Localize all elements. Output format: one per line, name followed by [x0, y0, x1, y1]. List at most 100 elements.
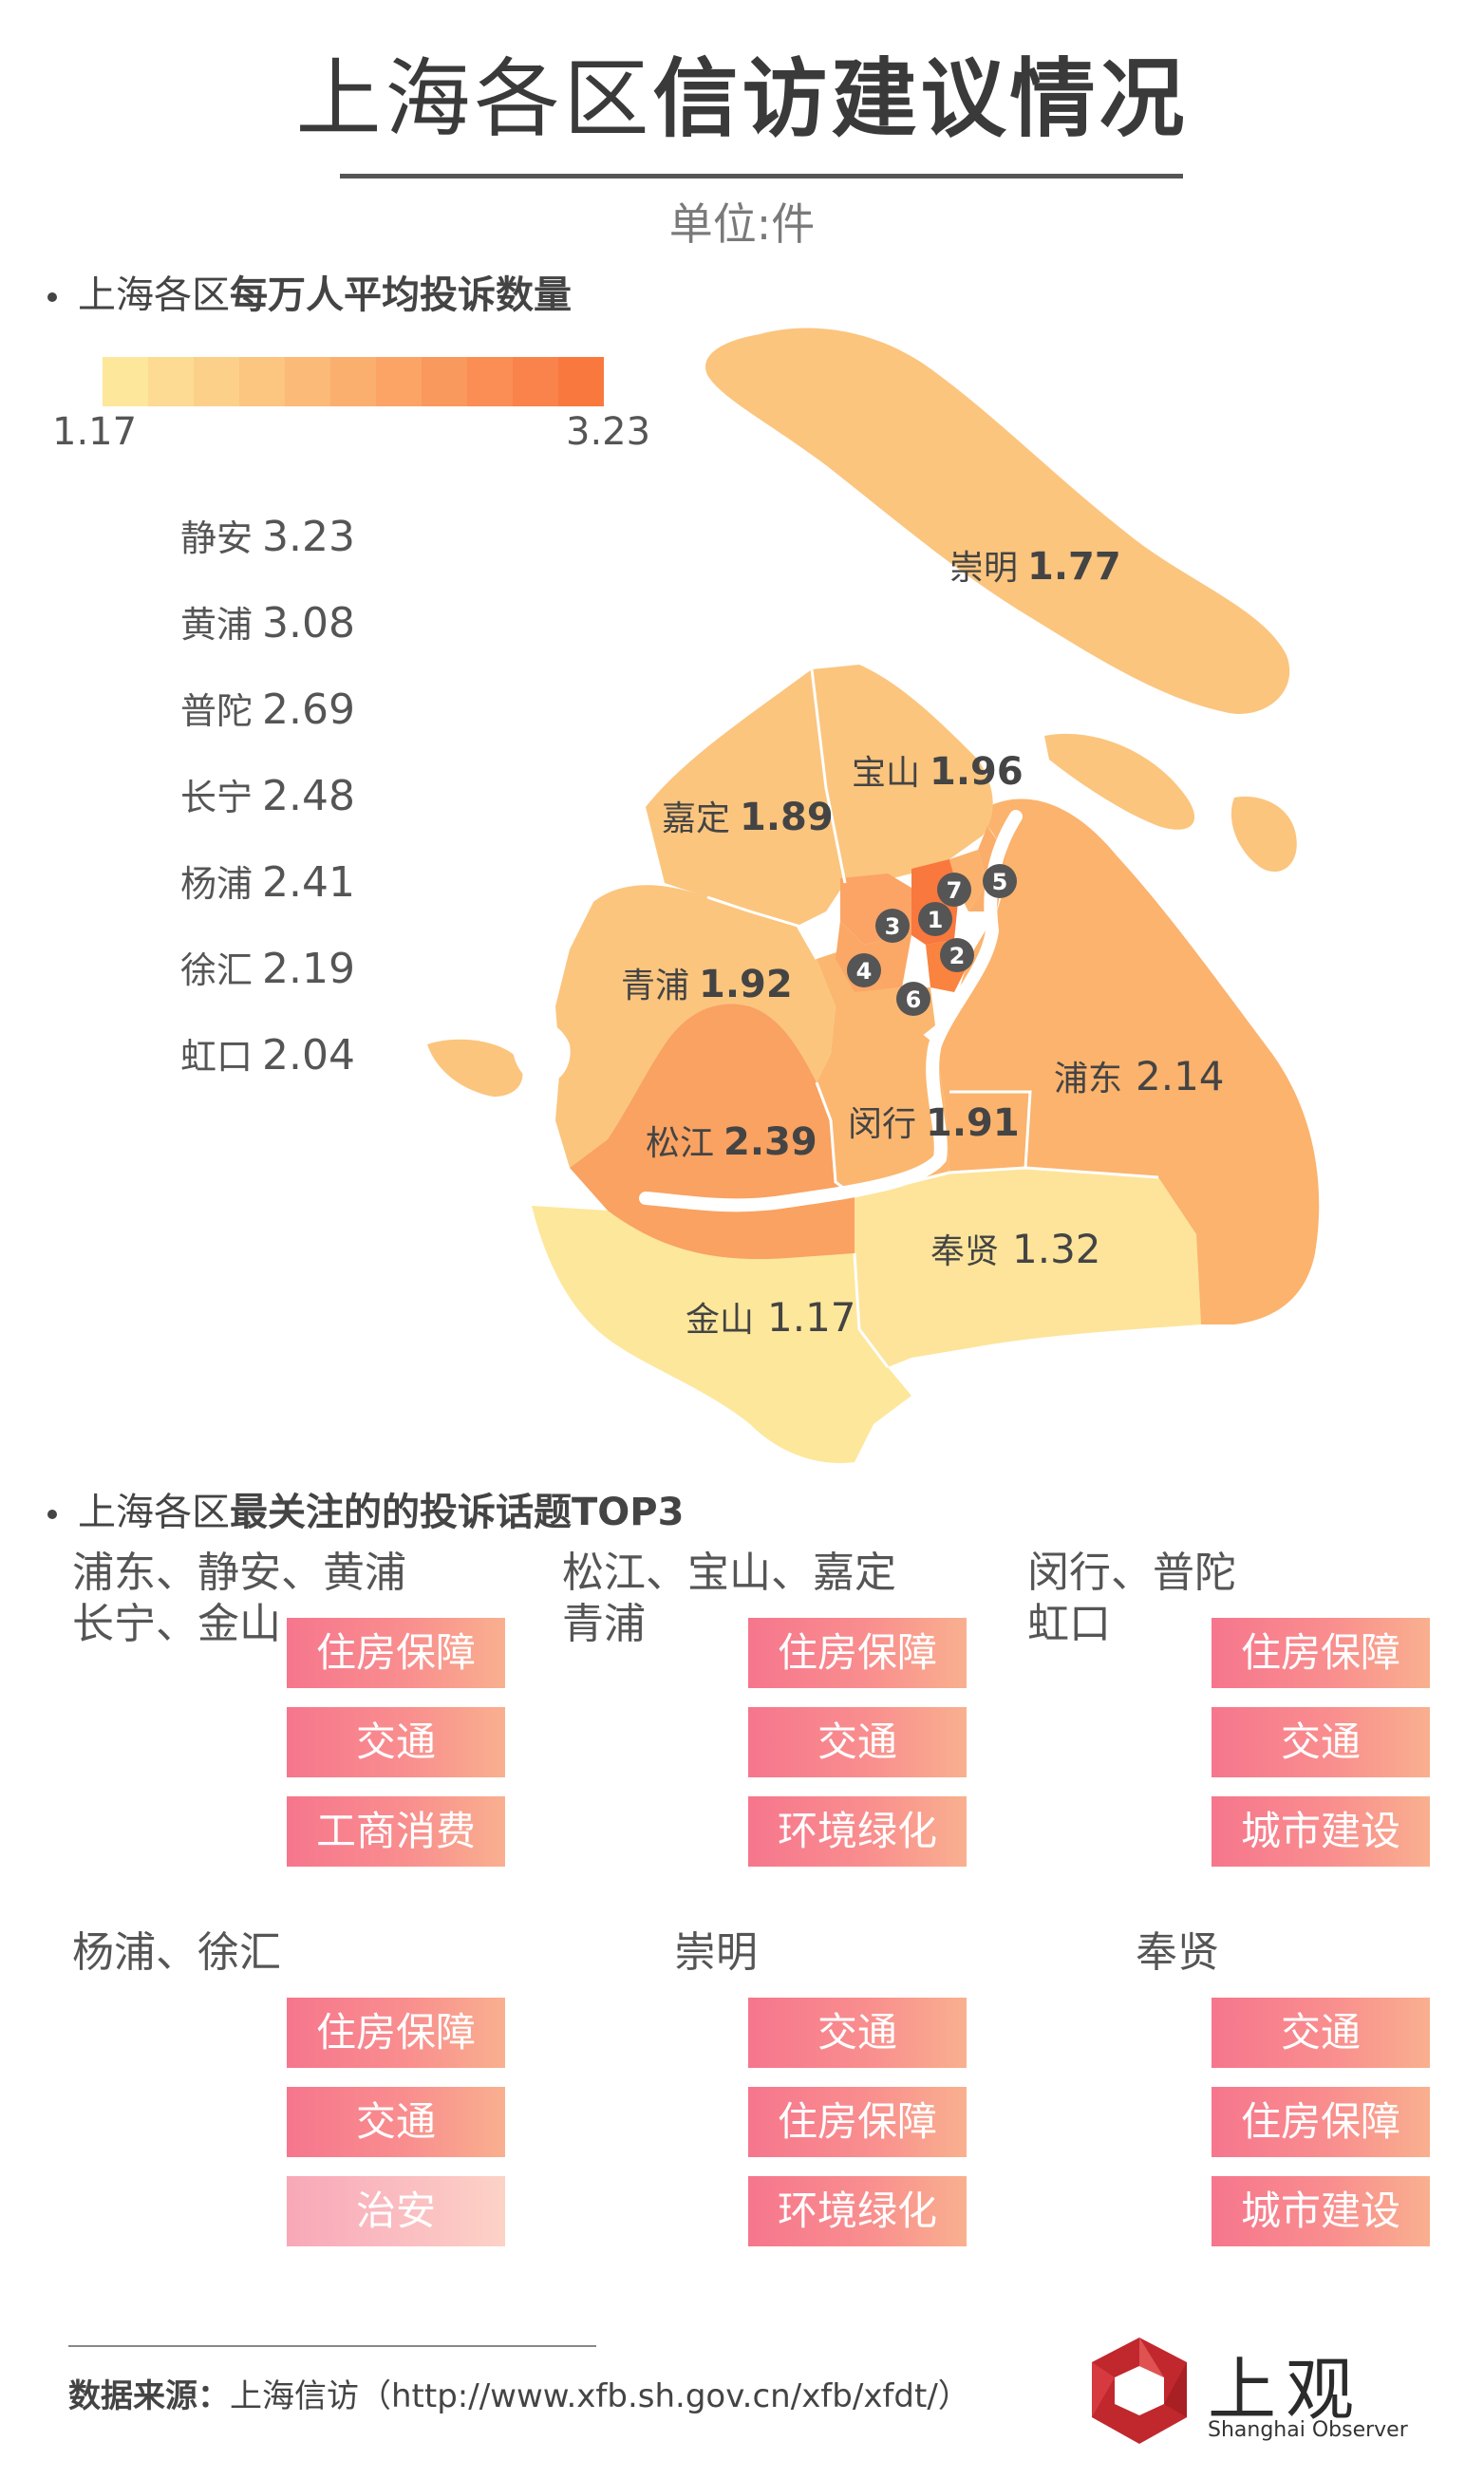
map-label-fengxian: 奉贤 1.32 [930, 1226, 1101, 1272]
ranking-value: 2.04 [262, 1031, 355, 1080]
ranking-value: 2.69 [262, 685, 355, 734]
district-value: 1.32 [1012, 1226, 1101, 1272]
ranking-value: 3.08 [262, 599, 355, 648]
district-name: 崇明 [949, 549, 1018, 588]
marker-3 [875, 909, 910, 943]
district-value: 1.91 [926, 1101, 1020, 1145]
section-heading-complaints: 上海各区每万人平均投诉数量 [47, 264, 572, 319]
district-name: 嘉定 [662, 799, 730, 838]
topic-chip: 交通 [1212, 1998, 1430, 2068]
section1-bold: 每万人平均投诉数量 [230, 273, 572, 317]
topic-chip: 住房保障 [1212, 1618, 1430, 1688]
marker-label: 5 [992, 869, 1008, 895]
marker-1 [918, 902, 952, 936]
district-name: 奉贤 [930, 1232, 999, 1271]
topic-chip: 住房保障 [287, 1618, 505, 1688]
marker-2 [940, 938, 974, 972]
marker-label: 7 [947, 877, 963, 904]
district-baoshan [812, 665, 993, 883]
ranking-value: 2.48 [262, 772, 355, 820]
ranking-item: 普陀 2.69 [180, 667, 355, 753]
group-title-line1: 杨浦、徐汇 [72, 1928, 281, 1977]
logo-subtitle: Shanghai Observer [1208, 2418, 1408, 2442]
ranking-value: 2.41 [262, 858, 355, 907]
district-fengxian [855, 1168, 1201, 1367]
map-label-songjiang: 松江 2.39 [646, 1120, 817, 1164]
section2-bold: 最关注的的投诉话题TOP3 [230, 1491, 685, 1534]
legend-swatch [330, 357, 376, 406]
core-district-markers [847, 864, 1017, 1016]
group-title-line2: 长宁、金山 [72, 1600, 281, 1648]
district-qingpu-west [427, 1039, 523, 1097]
marker-label: 6 [906, 986, 922, 1013]
shanghai-district-map: 1 2 3 4 5 6 7 崇明 1.77 宝山 1.96 嘉定 1.89 青浦 1.9… [427, 328, 1320, 1463]
legend-swatch [285, 357, 330, 406]
topic-chip: 城市建设 [1212, 2176, 1430, 2246]
map-label-jinshan: 金山 1.17 [686, 1294, 856, 1341]
district-value: 1.89 [740, 796, 834, 839]
island-changxing [1044, 733, 1195, 830]
ranking-name: 黄浦 [180, 604, 254, 646]
topic-chip: 住房保障 [748, 1618, 967, 1688]
ranking-name: 长宁 [180, 777, 254, 818]
source-text: 上海信访（http://www.xfb.sh.gov.cn/xfb/xfdt/） [230, 2377, 970, 2415]
page-title: 上海各区信访建议情况 [0, 47, 1484, 152]
title-divider [340, 174, 1183, 178]
legend-swatch [513, 357, 558, 406]
section1-light: 上海各区 [78, 273, 230, 317]
district-value: 2.39 [723, 1120, 817, 1164]
legend-swatch [239, 357, 285, 406]
marker-label: 3 [885, 913, 901, 940]
district-ranking-list: 静安 3.23 黄浦 3.08 普陀 2.69 长宁 2.48 杨浦 2.41 徐汇 2.1… [180, 494, 355, 1099]
legend-swatch [194, 357, 239, 406]
title-bold: 信访建议情况 [652, 49, 1189, 149]
district-name: 闵行 [848, 1105, 916, 1144]
district-value: 1.96 [930, 750, 1024, 794]
group-title-line1: 浦东、静安、黄浦 [72, 1549, 406, 1597]
topic-group: 松江、宝山、嘉定 青浦 [562, 1548, 896, 1650]
lake-dianshan [513, 1020, 571, 1085]
topic-group: 杨浦、徐汇 [72, 1927, 281, 1979]
bullet-dot [47, 292, 57, 302]
ranking-item: 虹口 2.04 [180, 1012, 355, 1099]
topic-chip: 交通 [287, 2087, 505, 2157]
legend-max-label: 3.23 [566, 410, 651, 454]
marker-label: 1 [928, 907, 944, 933]
ranking-name: 徐汇 [180, 949, 254, 991]
topic-chip: 交通 [748, 1707, 967, 1777]
marker-label: 4 [856, 958, 873, 985]
ranking-item: 黄浦 3.08 [180, 580, 355, 667]
title-light: 上海各区 [295, 49, 653, 149]
district-name: 宝山 [852, 754, 920, 793]
district-name: 浦东 [1054, 1060, 1122, 1099]
topic-chip: 环境绿化 [748, 1796, 967, 1867]
district-name: 金山 [686, 1301, 754, 1340]
ranking-name: 静安 [180, 517, 254, 559]
unit-label: 单位:件 [668, 198, 816, 250]
topic-chip: 城市建设 [1212, 1796, 1430, 1867]
marker-label: 2 [949, 943, 966, 969]
group-title-line2: 虹口 [1027, 1600, 1111, 1648]
marker-5 [983, 864, 1017, 898]
ranking-item: 徐汇 2.19 [180, 926, 355, 1012]
footer-divider [68, 2345, 596, 2347]
huangpu-river [639, 810, 1023, 1212]
ranking-item: 长宁 2.48 [180, 753, 355, 839]
marker-7 [937, 873, 971, 907]
section-heading-topics: 上海各区最关注的的投诉话题TOP3 [47, 1481, 684, 1536]
topic-chip: 治安 [287, 2176, 505, 2246]
shanghai-observer-logo-icon [1092, 2338, 1187, 2444]
legend-swatch [103, 357, 148, 406]
district-name: 松江 [646, 1124, 714, 1163]
map-label-minhang: 闵行 1.91 [848, 1101, 1020, 1145]
ranking-name: 普陀 [180, 690, 254, 732]
district-minhang [817, 949, 949, 1196]
group-title-line2: 青浦 [562, 1600, 646, 1648]
district-jiading [646, 669, 845, 926]
logo-name: 上观 [1208, 2350, 1364, 2430]
topic-chip: 住房保障 [748, 2087, 967, 2157]
topic-chip: 交通 [748, 1998, 967, 2068]
district-value: 2.14 [1136, 1053, 1225, 1099]
topic-chip: 住房保障 [1212, 2087, 1430, 2157]
topic-chip: 交通 [287, 1707, 505, 1777]
